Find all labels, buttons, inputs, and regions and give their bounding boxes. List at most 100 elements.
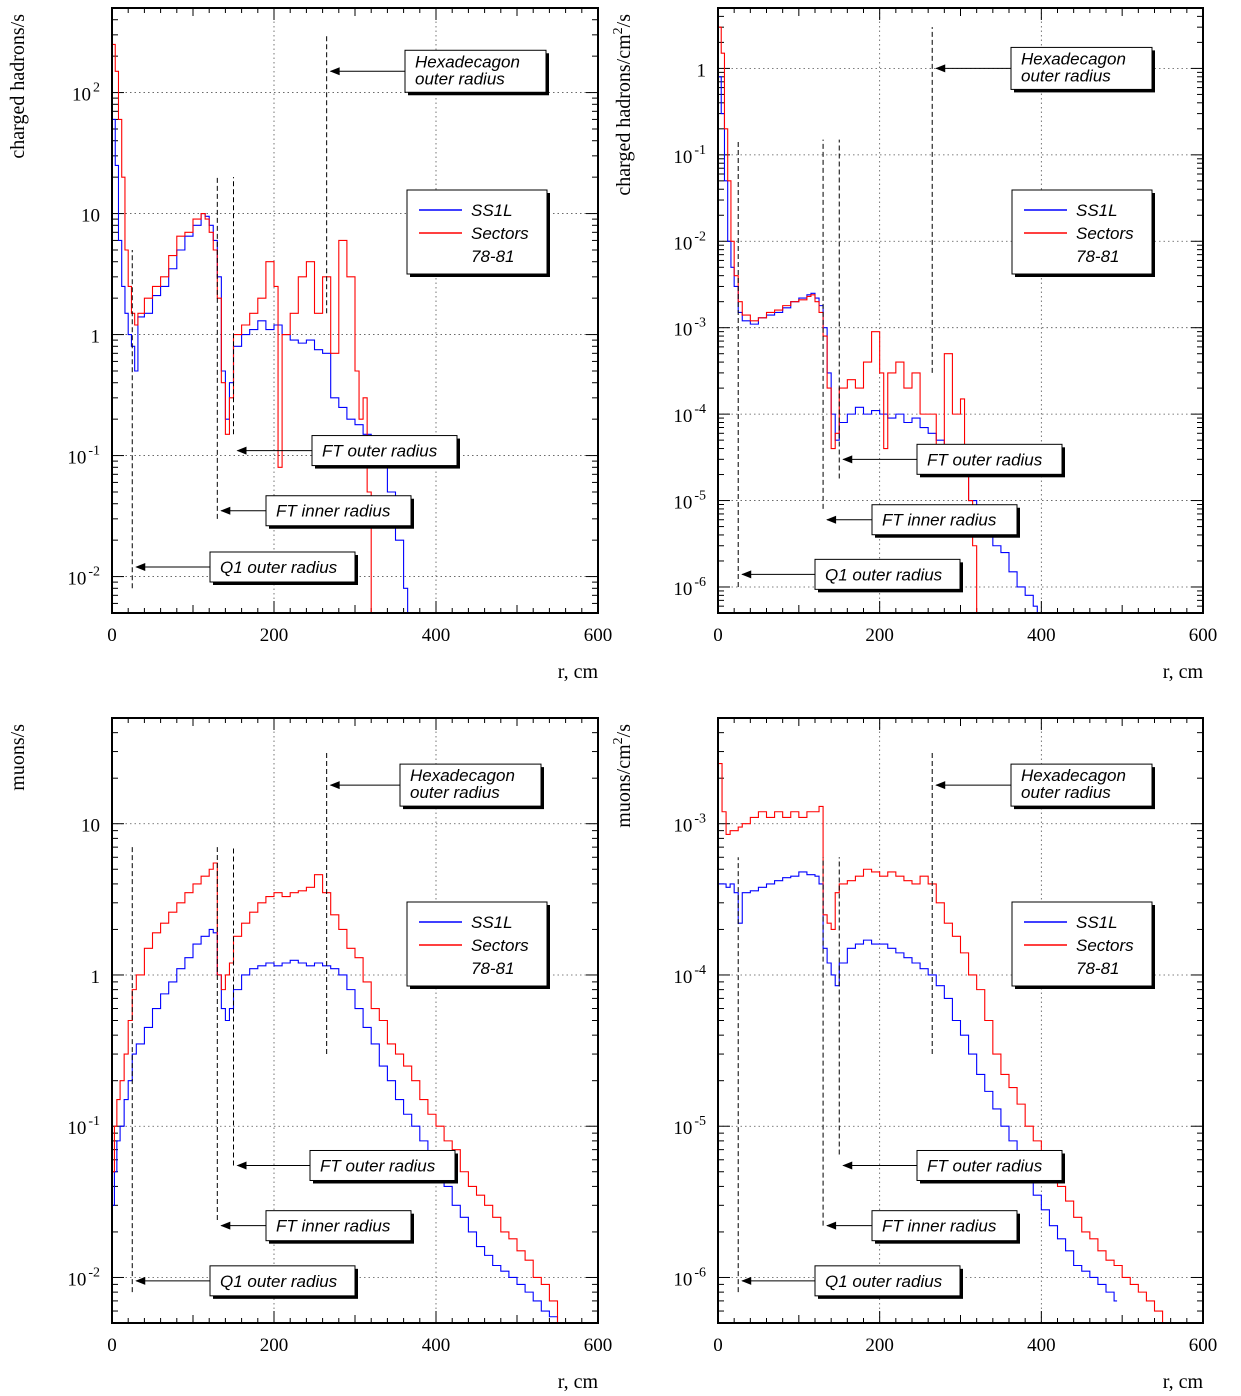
x-tick-label: 600 xyxy=(1189,1335,1218,1356)
x-tick-label: 600 xyxy=(584,625,613,646)
x-tick-label: 200 xyxy=(865,1335,894,1356)
y-tick-label: 10 xyxy=(81,816,100,837)
y-tick-label: 10 -4 xyxy=(673,402,706,427)
marker-label: Q1 outer radius xyxy=(220,558,338,577)
tick-exponent: -4 xyxy=(694,402,706,417)
label-box xyxy=(309,1149,456,1181)
label-box xyxy=(1010,46,1153,90)
x-tick-label: 600 xyxy=(584,1335,613,1356)
series-group xyxy=(112,862,561,1323)
tick-base: 10 xyxy=(72,85,91,106)
legend: SS1L Sectors 78-81 xyxy=(406,901,550,989)
series-group xyxy=(718,762,1166,1323)
y-tick-label: 10 -6 xyxy=(673,575,706,600)
y-tick-label: 10 2 xyxy=(72,81,100,106)
marker-2: FT outer radius xyxy=(233,177,460,469)
y-tick-label: 10 -3 xyxy=(673,812,706,837)
marker-label: Q1 outer radius xyxy=(825,1272,943,1291)
tick-base: 10 xyxy=(673,1118,692,1139)
tick-exponent: -1 xyxy=(694,143,706,158)
y-label-sup: 2 xyxy=(611,27,626,34)
tick-exponent: -1 xyxy=(88,1114,100,1129)
arrow-head-icon xyxy=(236,446,247,455)
label-box xyxy=(311,435,458,467)
arrow-head-icon xyxy=(220,1221,231,1230)
marker-label: Hexadecagon xyxy=(1021,766,1126,785)
marker-label: Hexadecagon xyxy=(1021,49,1126,68)
tick-base: 10 xyxy=(673,320,692,341)
x-tick-label: 0 xyxy=(713,1335,723,1356)
arrow-head-icon xyxy=(741,1276,752,1285)
label-box xyxy=(265,495,412,527)
panel-top-left: Q1 outer radius FT inner radius FT outer r… xyxy=(7,7,613,683)
marker-label: FT outer radius xyxy=(320,1156,436,1175)
y-tick-label: 1 xyxy=(91,327,101,348)
y-tick-label: 10 -6 xyxy=(673,1265,706,1290)
x-axis-label: r, cm xyxy=(1163,1371,1204,1393)
legend-label: Sectors xyxy=(1076,936,1134,955)
y-tick-label: 10 -2 xyxy=(67,565,100,590)
arrow-head-icon xyxy=(741,570,752,579)
x-tick-label: 600 xyxy=(1189,625,1218,646)
tick-exponent: -5 xyxy=(694,489,706,504)
tick-base: 10 xyxy=(67,569,86,590)
marker-label: FT inner radius xyxy=(882,1217,997,1236)
x-tick-label: 400 xyxy=(1027,1335,1056,1356)
tick-base: 10 xyxy=(67,448,86,469)
arrow-head-icon xyxy=(935,781,946,790)
marker-0: Q1 outer radius xyxy=(737,139,963,593)
label-box xyxy=(814,1265,961,1297)
x-axis-label: r, cm xyxy=(558,1371,599,1393)
tick-base: 10 xyxy=(673,493,692,514)
series-line-sectors xyxy=(718,762,1166,1323)
legend-label: 78-81 xyxy=(471,959,514,978)
label-box xyxy=(209,1265,356,1297)
y-label-main: muons/cm xyxy=(613,744,635,828)
y-axis-label: muons/cm2/s xyxy=(611,724,635,828)
y-axis-label: charged hadrons/s xyxy=(7,14,29,159)
legend-box xyxy=(406,189,548,275)
y-axis-label: charged hadrons/cm2/s xyxy=(611,14,635,196)
legend: SS1L Sectors 78-81 xyxy=(1011,189,1155,277)
tick-exponent: 2 xyxy=(93,81,100,96)
label-box xyxy=(209,551,356,583)
label-box xyxy=(814,558,961,590)
legend-label: 78-81 xyxy=(1076,247,1119,266)
marker-label: Hexadecagon xyxy=(415,52,520,71)
label-box xyxy=(871,504,1018,536)
y-label-main: charged hadrons/cm xyxy=(613,34,635,196)
y-tick-label: 10 -2 xyxy=(673,229,706,254)
x-tick-label: 0 xyxy=(713,625,723,646)
arrow-head-icon xyxy=(842,455,853,464)
legend: SS1L Sectors 78-81 xyxy=(406,189,550,277)
x-axis-label: r, cm xyxy=(558,661,599,683)
y-tick-label: 10 -1 xyxy=(67,1114,100,1139)
x-tick-label: 400 xyxy=(1027,625,1056,646)
marker-label: FT inner radius xyxy=(276,1217,391,1236)
marker-1: FT inner radius xyxy=(822,857,1020,1244)
tick-exponent: -3 xyxy=(694,812,706,827)
y-tick-label: 10 -1 xyxy=(673,143,706,168)
x-tick-label: 0 xyxy=(107,1335,117,1356)
legend-label: 78-81 xyxy=(1076,959,1119,978)
x-tick-label: 0 xyxy=(107,625,117,646)
marker-0: Q1 outer radius xyxy=(131,250,358,589)
y-label-suffix: /s xyxy=(613,14,635,28)
marker-label: Hexadecagon xyxy=(410,766,515,785)
arrow-head-icon xyxy=(935,64,946,73)
x-tick-label: 200 xyxy=(260,625,289,646)
label-box xyxy=(871,1210,1018,1242)
series-line-ss1l xyxy=(718,871,1118,1302)
series-line-ss1l xyxy=(112,118,411,613)
legend-label: SS1L xyxy=(1076,913,1118,932)
y-tick-label: 10 -2 xyxy=(67,1265,100,1290)
x-tick-label: 400 xyxy=(422,625,451,646)
marker-label: outer radius xyxy=(415,69,505,88)
tick-exponent: -5 xyxy=(694,1114,706,1129)
label-box xyxy=(399,763,542,807)
marker-label: Q1 outer radius xyxy=(825,565,943,584)
marker-label: FT outer radius xyxy=(322,442,438,461)
marker-2: FT outer radius xyxy=(838,857,1065,1184)
